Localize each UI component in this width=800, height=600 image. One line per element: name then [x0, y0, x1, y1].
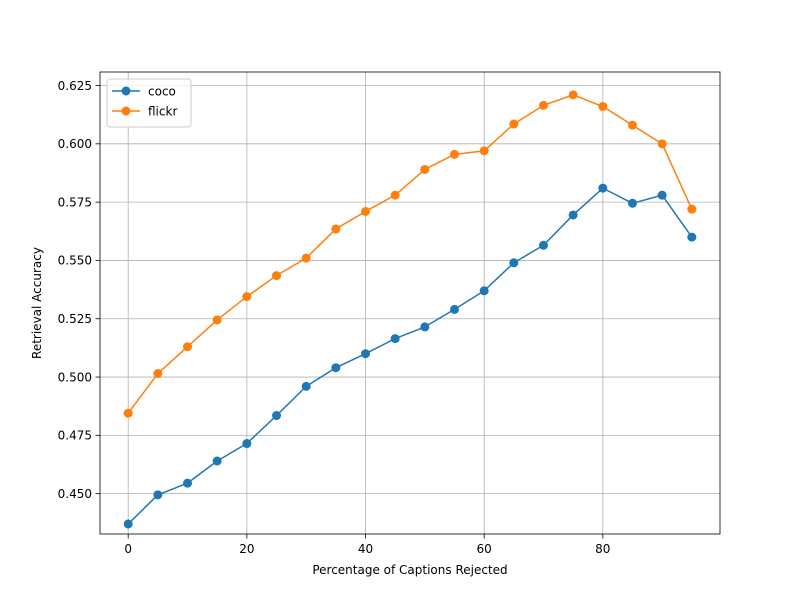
flickr-point: [301, 253, 311, 263]
x-axis-label: Percentage of Captions Rejected: [312, 563, 507, 577]
coco-point: [272, 411, 282, 421]
y-axis-label: Retrieval Accuracy: [30, 247, 44, 359]
flickr-point: [687, 204, 697, 214]
y-tick-label: 0.625: [58, 79, 92, 93]
legend-item-flickr: flickr: [112, 104, 177, 118]
flickr-point: [598, 102, 608, 112]
coco-point: [687, 232, 697, 242]
flickr-point: [538, 100, 548, 110]
flickr-point: [123, 408, 133, 418]
coco-point: [538, 240, 548, 250]
grid: [100, 72, 720, 534]
y-axis-ticks: 0.450 0.475 0.500 0.525 0.550 0.575 0.600 0.625: [58, 79, 100, 501]
flickr-point: [153, 369, 163, 379]
flickr-point: [390, 190, 400, 200]
flickr-point: [509, 119, 519, 129]
legend-marker: [121, 86, 131, 96]
x-tick-label: 40: [358, 542, 373, 556]
x-tick-label: 60: [477, 542, 492, 556]
coco-point: [479, 286, 489, 296]
coco-point: [657, 190, 667, 200]
legend-marker: [121, 106, 131, 116]
coco-point: [568, 210, 578, 220]
y-tick-label: 0.475: [58, 429, 92, 443]
flickr-point: [272, 271, 282, 281]
series-coco: [123, 183, 697, 529]
flickr-point: [242, 292, 252, 302]
flickr-point: [568, 90, 578, 100]
coco-point: [123, 519, 133, 529]
coco-point: [598, 183, 608, 193]
coco-point: [361, 349, 371, 359]
series-layer: [123, 90, 697, 529]
y-tick-label: 0.600: [58, 137, 92, 151]
flickr-point: [331, 224, 341, 234]
flickr-point: [420, 164, 430, 174]
coco-point: [301, 381, 311, 391]
legend: coco flickr: [106, 78, 192, 128]
flickr-point: [627, 120, 637, 130]
x-tick-label: 0: [124, 542, 132, 556]
coco-point: [509, 258, 519, 268]
x-tick-label: 20: [239, 542, 254, 556]
flickr-point: [361, 206, 371, 216]
flickr-line: [127, 94, 693, 414]
coco-point: [153, 490, 163, 500]
flickr-point: [479, 146, 489, 156]
y-tick-label: 0.450: [58, 487, 92, 501]
coco-point: [242, 439, 252, 449]
flickr-point: [657, 139, 667, 149]
axes-frame: [99, 71, 721, 535]
coco-line: [127, 187, 693, 525]
coco-point: [449, 304, 459, 314]
flickr-point: [212, 315, 222, 325]
y-tick-label: 0.525: [58, 312, 92, 326]
coco-point: [183, 478, 193, 488]
coco-point: [420, 322, 430, 332]
coco-point: [212, 456, 222, 466]
coco-point: [390, 334, 400, 344]
flickr-point: [183, 342, 193, 352]
y-tick-label: 0.500: [58, 370, 92, 384]
x-tick-label: 80: [595, 542, 610, 556]
coco-point: [331, 363, 341, 373]
legend-label: flickr: [148, 104, 177, 118]
x-axis-ticks: 0 20 40 60 80: [124, 534, 610, 556]
series-flickr: [123, 90, 697, 418]
legend-label: coco: [148, 84, 176, 98]
flickr-point: [449, 149, 459, 159]
y-tick-label: 0.575: [58, 195, 92, 209]
coco-point: [627, 198, 637, 208]
legend-item-coco: coco: [112, 84, 176, 98]
y-tick-label: 0.550: [58, 254, 92, 268]
